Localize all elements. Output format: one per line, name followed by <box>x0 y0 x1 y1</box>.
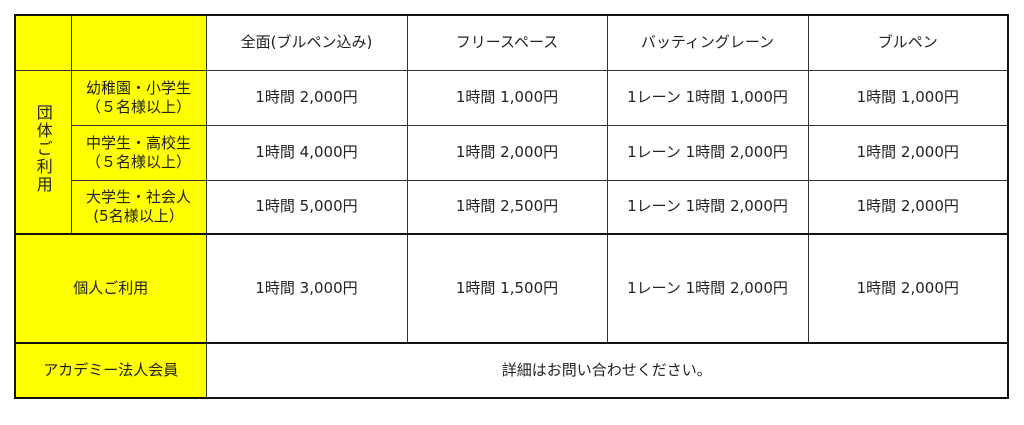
corner-cell <box>14 14 72 71</box>
category-line1: 中学生・高校生 <box>85 133 191 152</box>
category-label: 幼稚園・小学生 （５名様以上） <box>70 69 207 126</box>
category-label: 中学生・高校生 （５名様以上） <box>70 124 207 181</box>
price-cell: 1時間 2,000円 <box>406 124 608 181</box>
column-header: ブルペン <box>807 14 1009 71</box>
category-line1: 幼稚園・小学生 <box>85 78 191 97</box>
academy-label: アカデミー法人会員 <box>14 342 207 399</box>
category-line2: （５名様以上） <box>85 152 191 171</box>
individual-label: 個人ご利用 <box>14 233 207 344</box>
column-header: フリースペース <box>406 14 608 71</box>
category-label: 大学生・社会人 (5名様以上） <box>70 179 207 235</box>
price-cell: 1時間 2,000円 <box>807 124 1009 181</box>
price-cell: 1時間 2,000円 <box>205 69 408 126</box>
pricing-table: 全面(ブルペン込み) フリースペース バッティングレーン ブルペン 団体ご利用 … <box>14 14 1009 399</box>
price-cell: 1時間 4,000円 <box>205 124 408 181</box>
group-label: 団体ご利用 <box>14 69 72 235</box>
column-header: バッティングレーン <box>606 14 809 71</box>
category-line2: (5名様以上） <box>93 206 184 225</box>
table-row: 団体ご利用 幼稚園・小学生 （５名様以上） 1時間 2,000円 1時間 1,00… <box>14 69 1009 235</box>
category-line2: （５名様以上） <box>85 97 191 116</box>
table-row: 大学生・社会人 (5名様以上） 1時間 5,000円 1時間 2,500円 1レー… <box>15 179 1009 235</box>
price-cell: 1時間 5,000円 <box>205 179 408 235</box>
academy-note: 詳細はお問い合わせください。 <box>205 342 1009 399</box>
price-cell: 1時間 2,000円 <box>807 233 1009 344</box>
price-cell: 1時間 2,000円 <box>807 179 1009 235</box>
table-row-academy: アカデミー法人会員 詳細はお問い合わせください。 <box>14 342 1009 399</box>
group-label-text: 団体ご利用 <box>33 104 53 195</box>
price-cell: 1時間 3,000円 <box>205 233 408 344</box>
table-row: 中学生・高校生 （５名様以上） 1時間 4,000円 1時間 2,000円 1レー… <box>15 124 1009 181</box>
price-cell: 1時間 1,000円 <box>807 69 1009 126</box>
price-cell: 1時間 1,000円 <box>406 69 608 126</box>
table-row-individual: 個人ご利用 1時間 3,000円 1時間 1,500円 1レーン 1時間 2,0… <box>14 233 1009 344</box>
price-cell: 1時間 2,500円 <box>406 179 608 235</box>
price-cell: 1レーン 1時間 2,000円 <box>606 124 809 181</box>
price-cell: 1レーン 1時間 1,000円 <box>606 69 809 126</box>
price-cell: 1レーン 1時間 2,000円 <box>606 179 809 235</box>
corner-cell <box>70 14 207 71</box>
column-header: 全面(ブルペン込み) <box>205 14 408 71</box>
category-line1: 大学生・社会人 <box>85 187 191 206</box>
price-cell: 1レーン 1時間 2,000円 <box>606 233 809 344</box>
header-row: 全面(ブルペン込み) フリースペース バッティングレーン ブルペン <box>14 14 1009 71</box>
price-cell: 1時間 1,500円 <box>406 233 608 344</box>
